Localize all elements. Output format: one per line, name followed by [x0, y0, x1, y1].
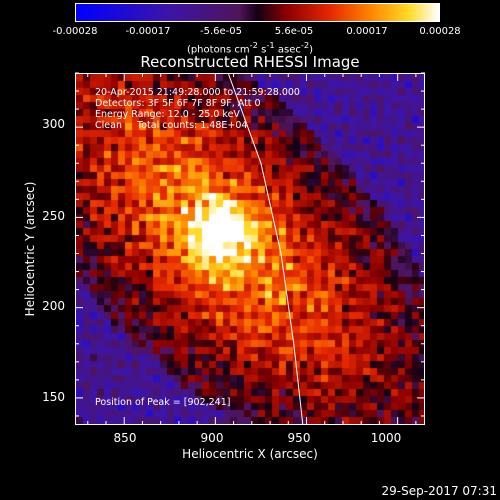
colorbar-tick-2: -5.6e-05 — [200, 26, 242, 37]
info-time-range: 20-Apr-2015 21:49:28.000 to 21:59:28.000 — [95, 87, 300, 98]
colorbar-units: (photons cm-2 s-1 asec-2) — [186, 40, 314, 56]
y-tick-label: 250 — [42, 209, 65, 223]
y-tick-label: 150 — [42, 390, 65, 404]
peak-position-label: Position of Peak = [902,241] — [95, 397, 231, 408]
x-tick-label: 850 — [113, 431, 137, 445]
colorbar-tick-3: 5.6e-05 — [274, 26, 314, 37]
info-detectors: Detectors: 3F 5F 6F 7F 8F 9F, Att 0 — [95, 98, 261, 109]
y-tick-label: 200 — [42, 299, 65, 313]
y-tick-label: 300 — [42, 117, 65, 131]
timestamp: 29-Sep-2017 07:31 — [381, 484, 497, 498]
chart-title: Reconstructed RHESSI Image — [140, 53, 360, 71]
info-clean-counts: Clean Total counts: 1.48E+04 — [95, 120, 248, 131]
colorbar-tick-1: -0.00017 — [125, 26, 171, 37]
colorbar-gradient — [76, 4, 439, 21]
colorbar-tick-0: -0.00028 — [52, 26, 98, 37]
x-tick-label: 1000 — [370, 431, 402, 445]
x-axis-label: Heliocentric X (arcsec) — [182, 447, 318, 461]
x-tick-label: 900 — [200, 431, 224, 445]
colorbar-tick-5: 0.00028 — [419, 26, 461, 37]
info-energy-range: Energy Range: 12.0 - 25.0 keV — [95, 109, 240, 120]
colorbar — [75, 3, 440, 22]
colorbar-tick-4: 0.00017 — [346, 26, 388, 37]
x-tick-label: 950 — [287, 431, 311, 445]
y-axis-label: Heliocentric Y (arcsec) — [23, 181, 37, 317]
